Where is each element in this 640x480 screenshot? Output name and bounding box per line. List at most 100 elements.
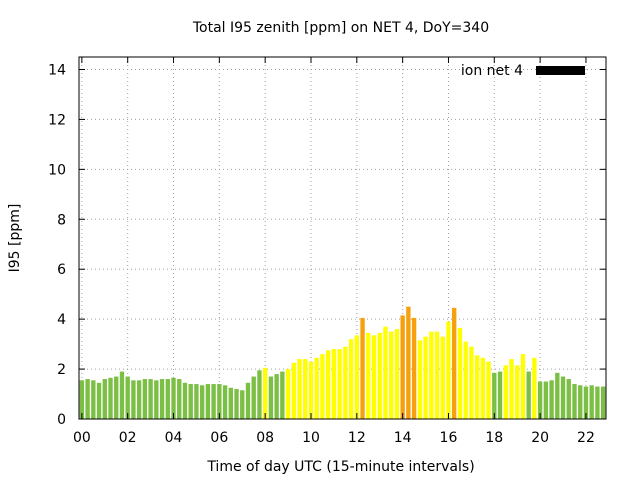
bar — [360, 317, 365, 419]
y-tick-label: 14 — [48, 62, 66, 78]
bar — [303, 359, 308, 419]
bar — [509, 359, 514, 419]
bar — [463, 341, 468, 419]
bar — [96, 382, 102, 419]
bar — [314, 357, 319, 419]
bar — [188, 384, 193, 419]
bar — [79, 380, 85, 419]
bar — [148, 379, 153, 419]
bar — [274, 374, 279, 419]
bar — [469, 346, 474, 419]
bar — [228, 387, 233, 419]
bar — [486, 361, 491, 419]
bar — [297, 359, 302, 419]
bar — [177, 379, 182, 419]
bar — [417, 340, 423, 419]
bar — [452, 307, 457, 419]
bar — [348, 339, 354, 419]
bar — [555, 372, 560, 419]
bar — [366, 332, 371, 419]
y-tick-label: 12 — [48, 112, 66, 128]
bar — [595, 386, 600, 419]
bar — [159, 379, 165, 419]
chart-title: Total I95 zenith [ppm] on NET 4, DoY=340 — [192, 20, 489, 36]
x-tick-label: 22 — [577, 430, 595, 446]
legend-swatch — [536, 66, 585, 75]
bar — [446, 321, 451, 419]
bar — [165, 379, 170, 419]
bar — [91, 380, 96, 419]
bar — [285, 369, 291, 419]
bar — [205, 384, 211, 419]
bar — [280, 371, 285, 419]
bar — [136, 380, 142, 419]
bar — [326, 350, 331, 419]
bar — [182, 382, 188, 419]
y-tick-label: 0 — [57, 412, 66, 428]
bar — [429, 331, 434, 419]
bar — [411, 317, 417, 419]
bar — [600, 386, 606, 419]
bar — [383, 326, 388, 419]
x-tick-label: 08 — [256, 430, 274, 446]
bar — [583, 386, 589, 419]
bar — [85, 379, 90, 419]
bar — [331, 349, 337, 419]
x-tick-label: 10 — [302, 430, 320, 446]
bar — [337, 349, 342, 419]
bar — [434, 331, 440, 419]
x-tick-label: 18 — [485, 430, 503, 446]
bar — [566, 379, 571, 419]
bar — [199, 385, 205, 419]
bar — [440, 336, 445, 419]
bar — [423, 336, 428, 419]
bar — [520, 354, 526, 419]
bar — [543, 381, 549, 419]
bar — [171, 377, 176, 419]
bar — [549, 380, 554, 419]
bar — [320, 354, 325, 419]
y-tick-label: 2 — [57, 362, 66, 378]
x-tick-label: 06 — [210, 430, 228, 446]
bar — [262, 367, 268, 419]
bar — [131, 380, 136, 419]
bar — [343, 346, 348, 419]
x-tick-label: 02 — [119, 430, 137, 446]
bar — [532, 357, 537, 419]
bar — [142, 379, 148, 419]
plot-frame — [78, 56, 607, 420]
x-axis-label: Time of day UTC (15-minute intervals) — [206, 459, 474, 475]
grid — [79, 57, 606, 419]
bar — [492, 372, 497, 419]
bar — [257, 370, 262, 419]
x-tick-label: 20 — [531, 430, 549, 446]
bar — [537, 381, 543, 419]
bar — [102, 379, 107, 419]
bar — [125, 376, 130, 419]
legend-label: ion net 4 — [461, 63, 523, 79]
bar — [268, 376, 274, 419]
bar — [474, 355, 480, 419]
x-tick-label: 14 — [394, 430, 412, 446]
bar — [114, 376, 119, 419]
bar — [308, 361, 314, 419]
bar — [526, 371, 531, 419]
legend: ion net 4 — [461, 63, 585, 79]
bar — [251, 376, 256, 419]
bar — [217, 384, 222, 419]
bar — [480, 357, 486, 419]
bars — [79, 306, 606, 419]
bar — [245, 382, 251, 419]
bar — [503, 365, 508, 419]
bar — [389, 331, 394, 419]
bar — [400, 315, 405, 419]
bar — [291, 362, 296, 419]
bar — [371, 335, 377, 419]
y-axis-label: I95 [ppm] — [7, 204, 23, 273]
x-tick-label: 00 — [73, 430, 91, 446]
bar — [457, 327, 463, 419]
bar — [108, 377, 113, 419]
x-tick-label: 16 — [440, 430, 458, 446]
bar — [578, 385, 583, 419]
